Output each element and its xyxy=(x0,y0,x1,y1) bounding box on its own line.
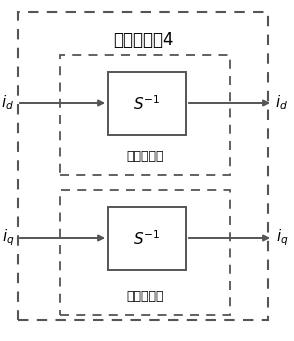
Text: $i_q$: $i_q$ xyxy=(276,228,288,248)
Text: $i_d$: $i_d$ xyxy=(275,94,288,112)
Text: $i_d$: $i_d$ xyxy=(1,94,14,112)
Text: 电流子系统: 电流子系统 xyxy=(126,150,164,163)
Bar xyxy=(60,190,230,315)
Bar xyxy=(18,12,268,320)
Bar xyxy=(60,55,230,175)
Bar xyxy=(108,207,186,270)
Bar xyxy=(108,72,186,135)
Text: $i_q$: $i_q$ xyxy=(2,228,14,248)
Text: $S^{-1}$: $S^{-1}$ xyxy=(133,94,161,113)
Text: $S^{-1}$: $S^{-1}$ xyxy=(133,229,161,248)
Text: 电流子系统: 电流子系统 xyxy=(126,291,164,303)
Text: 伪线性系统4: 伪线性系统4 xyxy=(113,31,173,49)
